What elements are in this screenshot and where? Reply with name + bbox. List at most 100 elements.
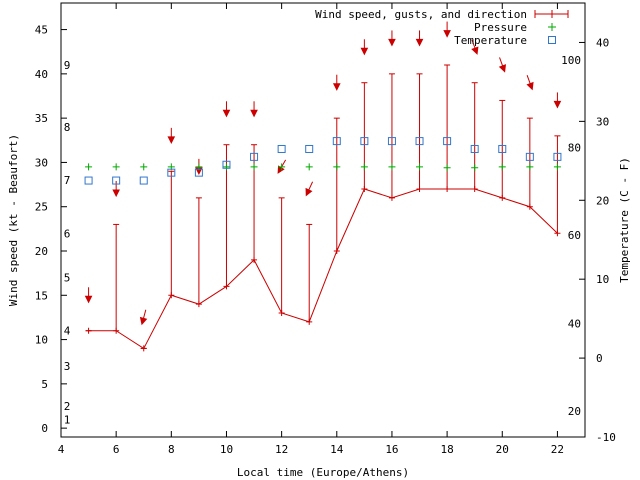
wind-arrow-head (222, 109, 231, 118)
temperature-point (167, 168, 176, 177)
y2-tick-label: 40 (596, 36, 609, 49)
wind-arrow-head (139, 316, 148, 326)
wind-speed-point (554, 230, 561, 237)
axes (60, 2, 586, 438)
wind-direction-arrow (305, 181, 314, 197)
wind-arrow-head (167, 136, 176, 144)
temperature-point (470, 144, 479, 153)
wind-speed-point (526, 203, 533, 210)
wind-direction-arrow (388, 30, 396, 47)
wind-speed-point (333, 248, 340, 254)
y2-axis-label: Temperature (C - F) (618, 157, 631, 283)
y-tick-label: 5 (41, 378, 48, 391)
temperature-point (250, 152, 259, 161)
fahrenheit-label: 80 (568, 141, 581, 154)
x-tick-label: 6 (113, 443, 120, 456)
wind-direction-arrow (443, 21, 451, 38)
pressure-point (333, 163, 341, 171)
fahrenheit-label: 20 (568, 405, 581, 418)
temperature-point (305, 144, 314, 153)
x-axis-label: Local time (Europe/Athens) (237, 466, 409, 479)
y-tick-label: 30 (35, 156, 48, 169)
wind-arrow-head (360, 47, 369, 56)
wind-arrow-head (305, 187, 313, 197)
temperature-point (387, 137, 396, 146)
wind-speed-point (195, 301, 202, 308)
x-tick-label: 22 (551, 443, 564, 456)
temperature-point (332, 137, 341, 146)
y-tick-label: 20 (35, 245, 48, 258)
beaufort-label: 1 (64, 413, 71, 426)
x-tick-label: 8 (168, 443, 175, 456)
wind-arrow-head (526, 81, 534, 91)
temperature-point (553, 152, 562, 161)
fahrenheit-label: 60 (568, 229, 581, 242)
fahrenheit-label: 100 (561, 54, 581, 67)
y2-tick-label: 0 (596, 352, 603, 365)
y-tick-label: 40 (35, 68, 48, 81)
wind-direction-arrow (332, 74, 341, 91)
wind-direction-arrow (139, 309, 148, 326)
pressure-point (553, 163, 561, 171)
legend: Wind speed, gusts, and direction Pressur… (315, 8, 569, 47)
x-tick-label: 14 (330, 443, 344, 456)
wind-direction-arrow (553, 92, 562, 109)
pressure-point (498, 163, 506, 171)
temperature-point (112, 176, 121, 185)
pressure-point (443, 164, 451, 172)
pressure-point (112, 163, 120, 171)
x-tick-label: 18 (440, 443, 453, 456)
pressure-point (222, 163, 230, 171)
wind-speed-point (113, 327, 120, 334)
beaufort-labels: 12 3 4 5 6 7 8 9 (64, 59, 71, 426)
gust-bars (85, 64, 561, 349)
wind-speed-point (471, 186, 478, 192)
wind-arrow-head (250, 109, 258, 118)
y-tick-label: 25 (35, 201, 48, 214)
pressure-point (416, 163, 424, 171)
y2-tick-label: 20 (596, 194, 609, 207)
wind-arrow-head (471, 46, 479, 55)
wind-series (85, 186, 561, 352)
pressure-point (471, 164, 479, 172)
wind-speed-point (388, 194, 395, 201)
wind-arrow-head (443, 30, 451, 38)
wind-direction-arrow (498, 57, 507, 73)
legend-temperature-swatch (548, 36, 556, 44)
wind-arrow-head (388, 38, 396, 47)
wind-speed-point (416, 186, 423, 192)
x-tick-label: 20 (496, 443, 509, 456)
temperature-point (525, 152, 534, 161)
fahrenheit-labels: 20 40 60 80 100 (561, 54, 581, 418)
legend-wind-label: Wind speed, gusts, and direction (315, 8, 527, 21)
wind-speed-point (140, 345, 147, 352)
y-tick-label: 0 (41, 422, 48, 435)
wind-direction-arrow (415, 30, 424, 47)
temperature-point (415, 137, 424, 146)
temperature-point (194, 168, 203, 177)
x-tick-label: 10 (220, 443, 233, 456)
temperature-point (222, 160, 231, 169)
fahrenheit-label: 40 (568, 317, 581, 330)
wind-speed-point (361, 186, 368, 192)
wind-direction-arrow (526, 75, 534, 91)
ticks: 4 6 8 10 12 14 16 18 20 22051015202530354045-1001… (35, 3, 616, 456)
pressure-point (526, 163, 534, 171)
wind-speed-point (85, 327, 92, 334)
wind-arrow-head (553, 100, 562, 109)
pressure-point (140, 163, 148, 171)
wind-arrow-head (277, 165, 285, 174)
wind-speed-point (444, 186, 451, 192)
wind-arrow-head (112, 189, 120, 198)
pressure-point (278, 163, 286, 171)
wind-direction-arrow (112, 181, 120, 198)
beaufort-label: 9 (64, 59, 71, 72)
pressure-series (85, 163, 561, 172)
y-tick-label: 45 (35, 24, 48, 37)
temperature-point (139, 176, 148, 185)
wind-arrow-head (84, 295, 93, 304)
wind-speed-point (223, 283, 230, 290)
legend-pressure-swatch (548, 23, 556, 31)
wind-direction-arrow (471, 39, 479, 55)
